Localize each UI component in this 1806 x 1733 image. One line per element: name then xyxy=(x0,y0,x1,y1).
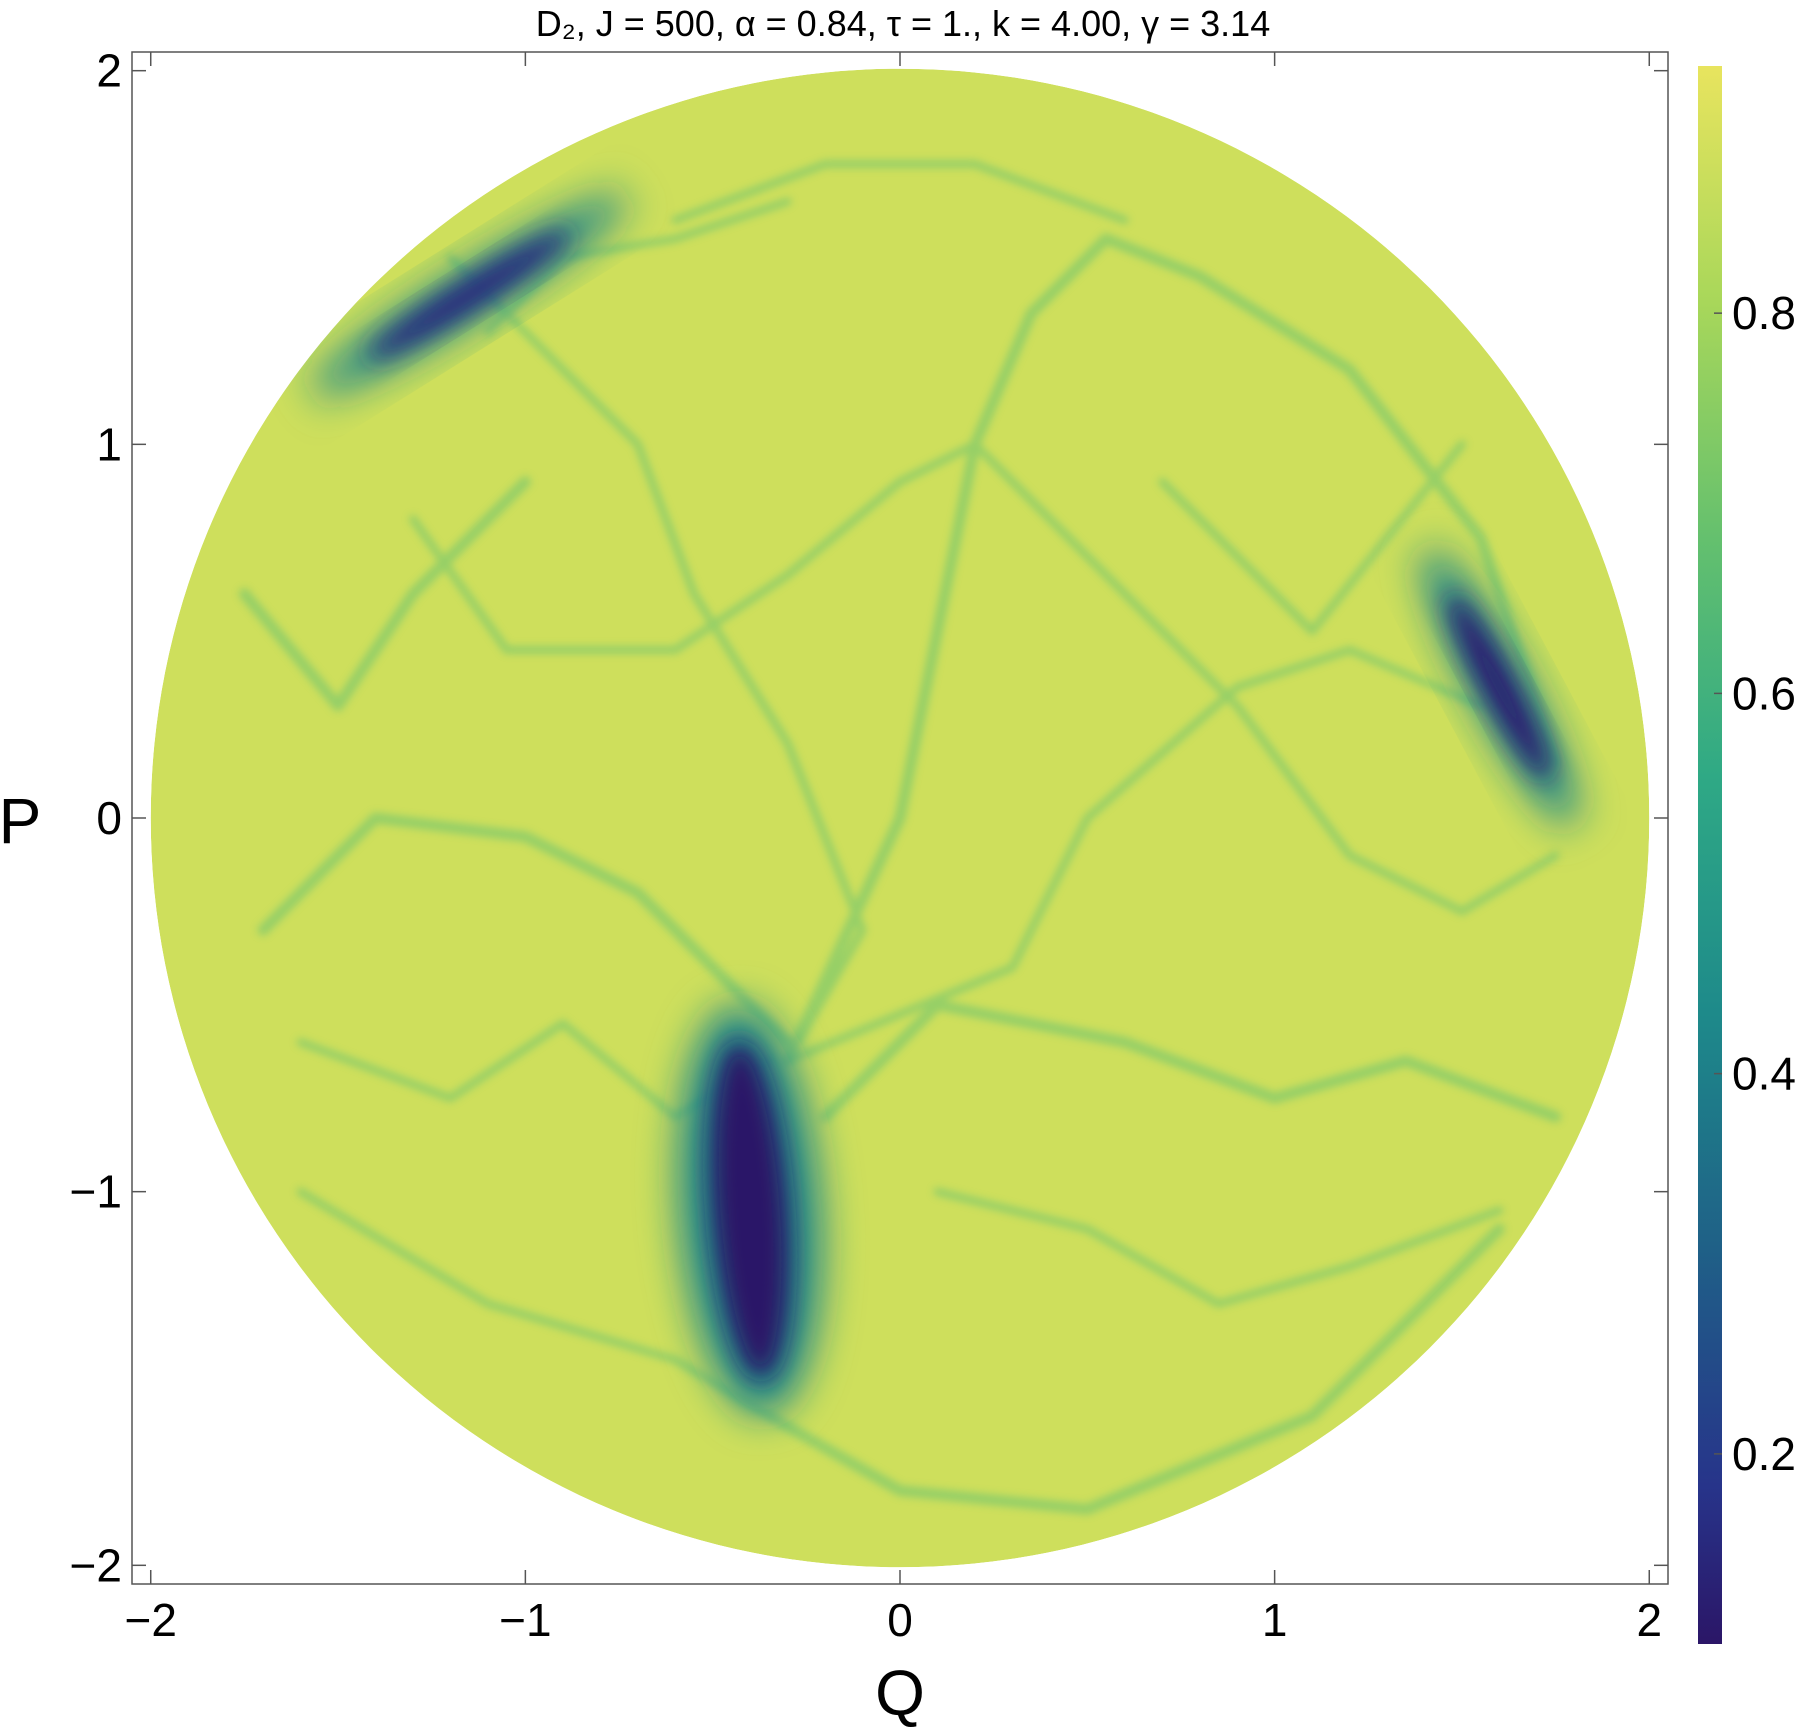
colorbar-tick-label: 0.4 xyxy=(1732,1048,1796,1100)
x-tick-label: 1 xyxy=(1262,1594,1288,1646)
heatmap-minimum xyxy=(309,193,629,397)
ridge-line xyxy=(819,999,1562,1123)
ridge-layer xyxy=(238,160,1562,1515)
ridge-line xyxy=(783,645,1485,1065)
ridge-line xyxy=(446,253,867,1065)
x-tick-label: −2 xyxy=(125,1594,177,1646)
chart-title: D₂, J = 500, α = 0.84, τ = 1., k = 4.00,… xyxy=(536,3,1270,44)
y-tick-label: −1 xyxy=(70,1166,122,1218)
colorbar: 0.2 0.4 0.6 0.8 xyxy=(1698,66,1796,1644)
ridge-line xyxy=(238,476,531,712)
ridge-line xyxy=(296,1187,773,1420)
x-tick-label: 2 xyxy=(1636,1594,1662,1646)
ridge-line xyxy=(933,1187,1504,1308)
y-axis-title: P xyxy=(0,785,41,857)
heatmap-minimum xyxy=(677,1004,823,1416)
x-tick-label: 0 xyxy=(887,1594,913,1646)
y-tick-label: 1 xyxy=(96,418,122,470)
ridge-line xyxy=(257,812,794,1048)
y-tick-label: −2 xyxy=(70,1539,122,1591)
colorbar-bar xyxy=(1698,66,1722,1644)
colorbar-tick-label: 0.8 xyxy=(1732,287,1796,339)
heatmap-disk-content xyxy=(150,68,1650,1568)
colorbar-tick-label: 0.2 xyxy=(1732,1428,1796,1480)
ridge-line xyxy=(763,1223,1505,1515)
ridge-line xyxy=(409,440,979,654)
ridge-line xyxy=(1158,440,1466,636)
heatmap-area xyxy=(150,68,1650,1568)
ridge-line xyxy=(671,160,1129,225)
heatmap-minimum xyxy=(1420,547,1578,827)
ridge-line xyxy=(483,197,792,337)
y-axis: −2 −1 0 1 2 xyxy=(70,45,1668,1591)
y-tick-label: 0 xyxy=(96,792,122,844)
ridge-line xyxy=(970,440,1560,916)
x-tick-label: −1 xyxy=(499,1594,551,1646)
y-tick-label: 2 xyxy=(96,45,122,97)
x-axis: −2 −1 0 1 2 xyxy=(125,52,1662,1646)
colorbar-tick-label: 0.6 xyxy=(1732,667,1796,719)
x-axis-title: Q xyxy=(875,1657,925,1729)
